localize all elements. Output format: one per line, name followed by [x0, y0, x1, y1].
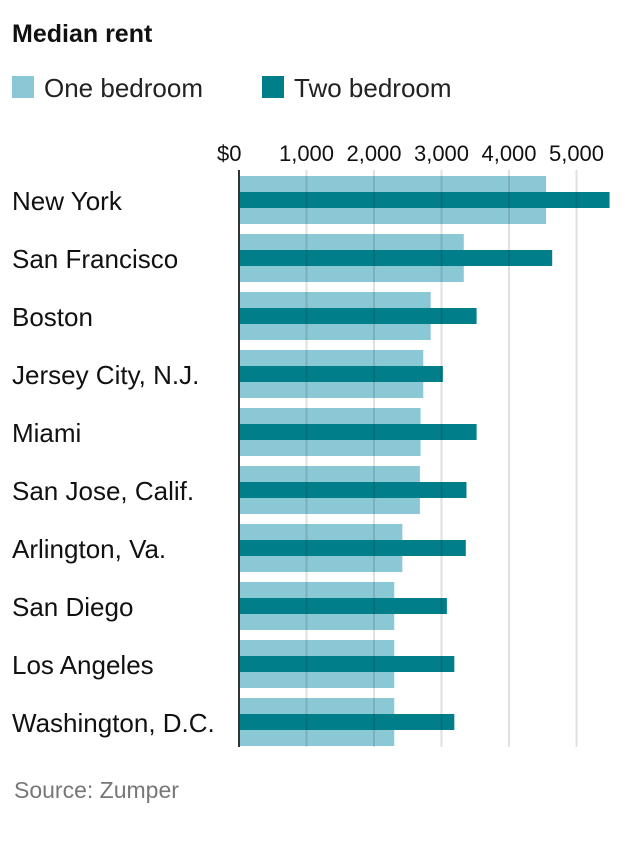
source-note: Source: Zumper — [14, 777, 179, 803]
chart-title: Median rent — [12, 20, 153, 48]
legend-swatch-one-bedroom — [12, 76, 34, 98]
bar-two-bedroom — [239, 482, 467, 498]
category-label: Los Angeles — [12, 650, 154, 680]
category-label: Washington, D.C. — [12, 708, 215, 738]
category-label: San Jose, Calif. — [12, 476, 194, 506]
x-tick-label: 5,000 — [549, 141, 604, 166]
category-label: San Francisco — [12, 244, 178, 274]
legend: One bedroom Two bedroom — [12, 73, 452, 103]
legend-swatch-two-bedroom — [262, 76, 284, 98]
category-label: San Diego — [12, 592, 133, 622]
bar-two-bedroom — [239, 714, 455, 730]
bar-two-bedroom — [239, 308, 477, 324]
category-label: Miami — [12, 418, 81, 448]
legend-label-two-bedroom: Two bedroom — [294, 73, 452, 103]
category-label: New York — [12, 186, 123, 216]
x-tick-label: 2,000 — [346, 141, 401, 166]
category-label: Boston — [12, 302, 93, 332]
bar-two-bedroom — [239, 250, 553, 266]
bar-two-bedroom — [239, 598, 447, 614]
bar-two-bedroom — [239, 656, 455, 672]
x-tick-label: $0 — [217, 141, 241, 166]
legend-label-one-bedroom: One bedroom — [44, 73, 203, 103]
x-tick-label: 3,000 — [414, 141, 469, 166]
bar-two-bedroom — [239, 366, 443, 382]
x-tick-label: 1,000 — [279, 141, 334, 166]
category-label: Jersey City, N.J. — [12, 360, 199, 390]
bar-two-bedroom — [239, 540, 466, 556]
bar-two-bedroom — [239, 192, 610, 208]
x-tick-label: 4,000 — [481, 141, 536, 166]
bar-two-bedroom — [239, 424, 477, 440]
category-label: Arlington, Va. — [12, 534, 166, 564]
